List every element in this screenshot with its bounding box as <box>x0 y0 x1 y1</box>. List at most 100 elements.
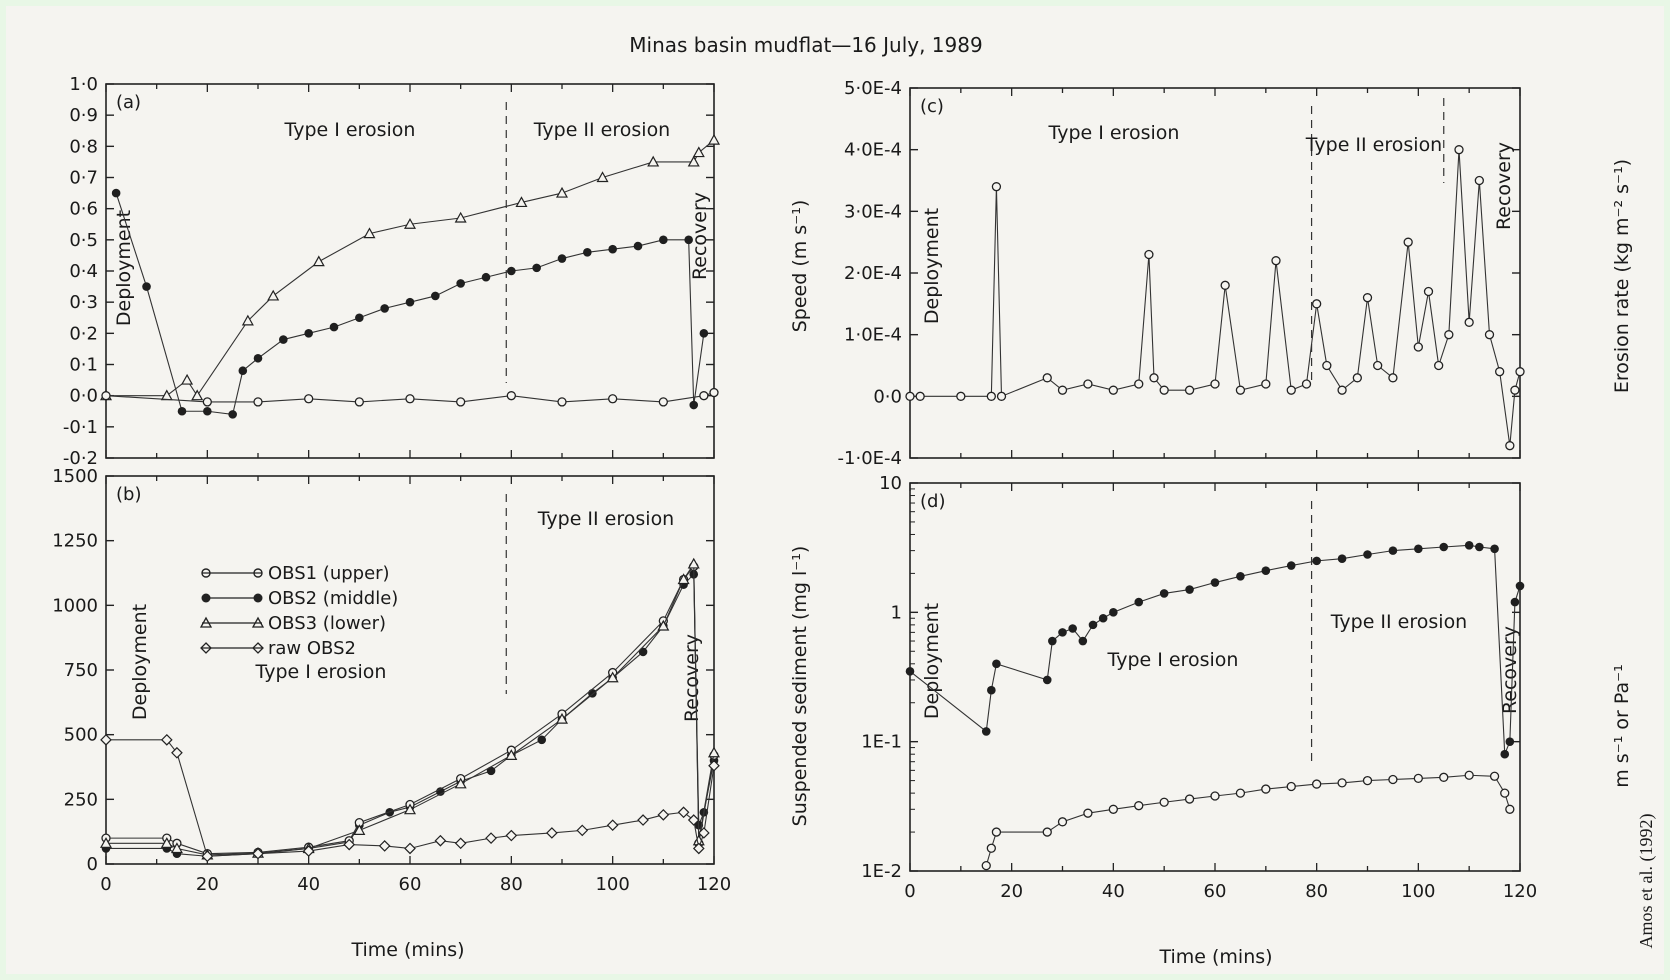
annotation-recovery: Recovery <box>681 634 703 722</box>
data-point <box>1312 779 1322 789</box>
series-open-circle <box>981 770 1515 871</box>
data-point <box>698 827 710 839</box>
x-tick-label: 60 <box>1204 881 1227 902</box>
suspended-sediment-axis-label: Suspended sediment (mg l⁻¹) <box>789 546 811 827</box>
data-point <box>1108 385 1118 395</box>
data-point <box>606 671 619 683</box>
data-point <box>1439 772 1449 782</box>
figure-credit: Amos et al. (1992) <box>1636 814 1657 949</box>
series-open-circle <box>905 145 1525 451</box>
data-point <box>1388 373 1398 383</box>
y-tick-label: 250 <box>64 789 98 810</box>
data-point <box>405 394 415 404</box>
data-point <box>1210 578 1220 587</box>
legend-item-obs3: OBS3 (lower) <box>199 613 386 634</box>
x-tick-label: 60 <box>399 874 422 895</box>
data-point <box>658 397 668 407</box>
series-open-triangle <box>99 133 721 401</box>
data-point <box>689 400 699 410</box>
panel-b: (b) 0 250 500 750 1000 1250 1500 0 20 40 60 80 100 120… <box>52 466 731 895</box>
data-point <box>363 227 376 239</box>
annotation-type-i-erosion: Type I erosion <box>1107 649 1239 671</box>
legend-label-raw-obs2: raw OBS2 <box>268 638 356 659</box>
data-point <box>1388 546 1398 555</box>
data-point <box>506 391 516 401</box>
data-point <box>202 397 212 407</box>
data-point <box>583 248 592 257</box>
data-point <box>1301 379 1312 389</box>
speed-axis-label: Speed (m s⁻¹) <box>789 200 811 333</box>
data-point <box>1261 566 1271 575</box>
data-point <box>687 557 700 569</box>
legend-marker-obs2 <box>201 593 211 603</box>
annotation-type-i-erosion: Type I erosion <box>1048 122 1180 144</box>
y-tick-label: 1·0 <box>69 74 98 95</box>
figure-title: Minas basin mudflat—16 July, 1989 <box>629 33 982 57</box>
data-point <box>1337 385 1347 395</box>
x-tick-label: 120 <box>1503 881 1537 902</box>
panel-letter: (d) <box>920 491 945 512</box>
annotation-type-ii-erosion: Type II erosion <box>1305 134 1442 156</box>
y-tick-label: 1·0E-4 <box>844 325 902 346</box>
data-point <box>687 814 700 826</box>
data-point <box>1489 771 1500 781</box>
data-point <box>507 266 516 276</box>
data-point <box>1337 554 1347 563</box>
y-tick-label: 1250 <box>52 531 98 552</box>
data-point <box>707 746 721 758</box>
data-point <box>1286 385 1296 395</box>
data-point <box>431 291 440 301</box>
data-point <box>1134 379 1144 389</box>
data-point <box>454 211 467 223</box>
data-point <box>403 218 417 229</box>
data-point <box>692 842 705 855</box>
data-point <box>1510 385 1520 395</box>
data-point <box>101 391 111 401</box>
data-point <box>1088 620 1098 630</box>
y-tick-label: 0·8 <box>69 136 98 157</box>
data-point <box>486 766 496 776</box>
data-point <box>596 171 609 183</box>
data-point <box>238 366 248 376</box>
data-point <box>1286 561 1296 570</box>
y-tick-label: -0·2 <box>63 448 98 469</box>
y-tick-label: 750 <box>64 660 98 681</box>
data-point <box>1464 540 1474 550</box>
data-point <box>1423 286 1434 297</box>
data-point <box>657 619 670 631</box>
series-open-diamond <box>100 733 720 863</box>
data-point <box>987 685 996 695</box>
data-point <box>355 313 364 323</box>
data-point <box>505 749 518 760</box>
data-point <box>1444 330 1454 340</box>
data-point <box>1042 675 1052 685</box>
data-point <box>456 397 466 407</box>
data-point <box>456 279 465 288</box>
data-point <box>111 188 121 198</box>
data-point <box>160 837 173 848</box>
x-tick-label: 80 <box>1305 881 1328 902</box>
legend-item-raw-obs2: raw OBS2 <box>200 638 356 659</box>
data-point <box>436 787 445 796</box>
data-point <box>532 263 541 273</box>
data-point <box>1414 544 1423 554</box>
data-point <box>1474 175 1484 186</box>
data-point <box>1337 778 1347 788</box>
data-point <box>1261 784 1271 794</box>
data-point <box>454 777 467 789</box>
data-point <box>981 860 991 871</box>
legend-item-obs1: OBS1 (upper) <box>201 563 390 584</box>
data-point <box>991 182 1002 192</box>
data-point <box>1042 827 1052 837</box>
data-point <box>1464 770 1474 780</box>
data-point <box>637 814 649 826</box>
series-line <box>106 139 715 397</box>
data-point <box>1363 550 1372 559</box>
data-point <box>160 733 173 746</box>
x-tick-label: 0 <box>100 874 111 895</box>
data-point <box>1388 774 1398 785</box>
data-point <box>905 391 915 401</box>
data-point <box>1352 373 1362 383</box>
data-point <box>171 746 183 759</box>
